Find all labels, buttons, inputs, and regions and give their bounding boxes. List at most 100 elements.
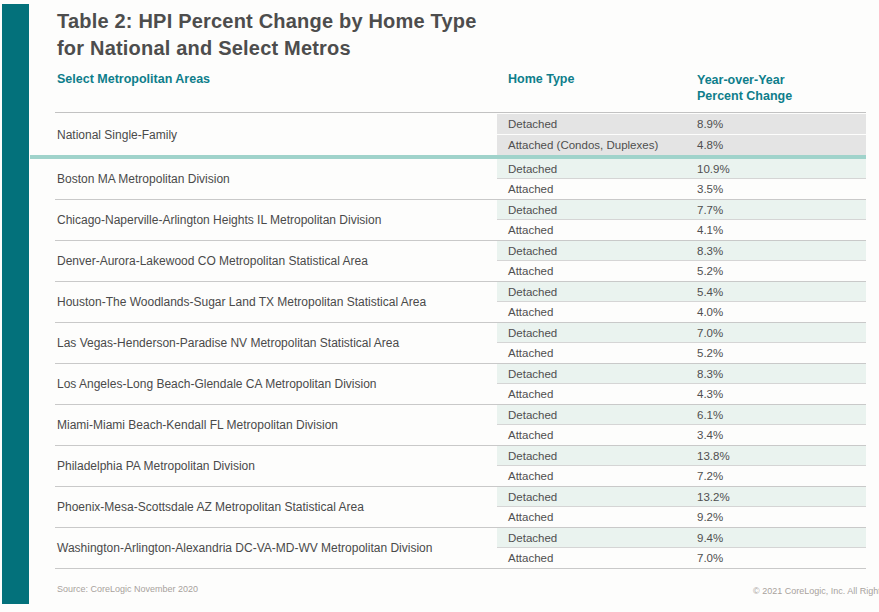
home-type-cell: Attached: [508, 306, 553, 318]
table-row: Washington-Arlington-Alexandria DC-VA-MD…: [55, 528, 866, 569]
metro-subrows: Detached 9.4% Attached 7.0%: [497, 528, 866, 568]
page-title-line1: Table 2: HPI Percent Change by Home Type: [57, 8, 477, 35]
attached-subrow: Attached 5.2%: [497, 261, 866, 281]
home-type-cell: Attached: [508, 429, 553, 441]
value-cell: 7.0%: [697, 552, 723, 564]
value-cell: 13.2%: [697, 491, 730, 503]
page-title: Table 2: HPI Percent Change by Home Type…: [57, 8, 477, 62]
home-type-cell: Detached: [508, 163, 557, 175]
column-header-metros: Select Metropolitan Areas: [57, 72, 210, 86]
header-divider: [55, 112, 866, 113]
attached-subrow: Attached 3.5%: [497, 179, 866, 199]
table-row: Miami-Miami Beach-Kendall FL Metropolita…: [55, 405, 866, 446]
attached-subrow: Attached 4.3%: [497, 384, 866, 404]
detached-subrow: Detached 7.7%: [497, 200, 866, 220]
table-row: Denver-Aurora-Lakewood CO Metropolitan S…: [55, 241, 866, 282]
value-cell: 4.3%: [697, 388, 723, 400]
table-row: Chicago-Naperville-Arlington Heights IL …: [55, 200, 866, 241]
home-type-cell: Detached: [508, 118, 557, 130]
value-cell: 9.2%: [697, 511, 723, 523]
metro-name: Denver-Aurora-Lakewood CO Metropolitan S…: [57, 241, 368, 281]
value-cell: 7.0%: [697, 327, 723, 339]
detached-subrow: Detached 8.3%: [497, 241, 866, 261]
home-type-cell: Detached: [508, 327, 557, 339]
home-type-cell: Detached: [508, 532, 557, 544]
metro-subrows: Detached 5.4% Attached 4.0%: [497, 282, 866, 322]
detached-subrow: Detached 5.4%: [497, 282, 866, 302]
national-label: National Single-Family: [57, 114, 177, 155]
attached-subrow: Attached 9.2%: [497, 507, 866, 527]
national-subrows: Detached 8.9% Attached (Condos, Duplexes…: [497, 114, 866, 156]
table-row: Los Angeles-Long Beach-Glendale CA Metro…: [55, 364, 866, 405]
value-cell: 7.7%: [697, 204, 723, 216]
value-cell: 4.8%: [697, 139, 723, 151]
home-type-cell: Attached: [508, 224, 553, 236]
home-type-cell: Attached: [508, 347, 553, 359]
value-cell: 7.2%: [697, 470, 723, 482]
value-cell: 3.4%: [697, 429, 723, 441]
copyright-note: © 2021 CoreLogic, Inc. All Rights Reserv…: [753, 586, 879, 596]
metro-subrows: Detached 8.3% Attached 5.2%: [497, 241, 866, 281]
metro-table-body: Boston MA Metropolitan Division Detached…: [55, 159, 866, 569]
value-cell: 5.4%: [697, 286, 723, 298]
detached-subrow: Detached 13.2%: [497, 487, 866, 507]
metro-subrows: Detached 7.0% Attached 5.2%: [497, 323, 866, 363]
attached-subrow: Attached 4.1%: [497, 220, 866, 240]
home-type-cell: Attached: [508, 183, 553, 195]
table-row: Attached (Condos, Duplexes) 4.8%: [497, 135, 866, 155]
value-cell: 8.9%: [697, 118, 723, 130]
metro-name: Las Vegas-Henderson-Paradise NV Metropol…: [57, 323, 399, 363]
attached-subrow: Attached 7.2%: [497, 466, 866, 486]
value-cell: 10.9%: [697, 163, 730, 175]
detached-subrow: Detached 6.1%: [497, 405, 866, 425]
attached-subrow: Attached 3.4%: [497, 425, 866, 445]
page-title-line2: for National and Select Metros: [57, 35, 477, 62]
source-note: Source: CoreLogic November 2020: [57, 584, 198, 594]
table-row: Las Vegas-Henderson-Paradise NV Metropol…: [55, 323, 866, 364]
home-type-cell: Detached: [508, 204, 557, 216]
attached-subrow: Attached 5.2%: [497, 343, 866, 363]
detached-subrow: Detached 10.9%: [497, 159, 866, 179]
detached-subrow: Detached 7.0%: [497, 323, 866, 343]
detached-subrow: Detached 9.4%: [497, 528, 866, 548]
column-header-yoy: Year-over-Year Percent Change: [697, 72, 812, 104]
metro-name: Boston MA Metropolitan Division: [57, 159, 230, 199]
home-type-cell: Detached: [508, 245, 557, 257]
value-cell: 8.3%: [697, 245, 723, 257]
detached-subrow: Detached 8.3%: [497, 364, 866, 384]
home-type-cell: Detached: [508, 450, 557, 462]
metro-subrows: Detached 7.7% Attached 4.1%: [497, 200, 866, 240]
value-cell: 4.0%: [697, 306, 723, 318]
home-type-cell: Attached: [508, 470, 553, 482]
home-type-cell: Attached (Condos, Duplexes): [508, 139, 658, 151]
value-cell: 5.2%: [697, 347, 723, 359]
metro-subrows: Detached 8.3% Attached 4.3%: [497, 364, 866, 404]
value-cell: 13.8%: [697, 450, 730, 462]
metro-name: Los Angeles-Long Beach-Glendale CA Metro…: [57, 364, 377, 404]
table-row: Phoenix-Mesa-Scottsdale AZ Metropolitan …: [55, 487, 866, 528]
value-cell: 3.5%: [697, 183, 723, 195]
metro-subrows: Detached 13.8% Attached 7.2%: [497, 446, 866, 486]
column-header-home-type: Home Type: [508, 72, 574, 86]
table-row: Boston MA Metropolitan Division Detached…: [55, 159, 866, 200]
metro-name: Philadelphia PA Metropolitan Division: [57, 446, 255, 486]
home-type-cell: Attached: [508, 265, 553, 277]
metro-name: Miami-Miami Beach-Kendall FL Metropolita…: [57, 405, 338, 445]
metro-name: Chicago-Naperville-Arlington Heights IL …: [57, 200, 381, 240]
value-cell: 4.1%: [697, 224, 723, 236]
value-cell: 6.1%: [697, 409, 723, 421]
home-type-cell: Attached: [508, 552, 553, 564]
accent-bar: [2, 4, 29, 604]
attached-subrow: Attached 7.0%: [497, 548, 866, 568]
detached-subrow: Detached 13.8%: [497, 446, 866, 466]
metro-subrows: Detached 10.9% Attached 3.5%: [497, 159, 866, 199]
metro-name: Phoenix-Mesa-Scottsdale AZ Metropolitan …: [57, 487, 364, 527]
metro-name: Washington-Arlington-Alexandria DC-VA-MD…: [57, 528, 432, 568]
home-type-cell: Attached: [508, 388, 553, 400]
home-type-cell: Detached: [508, 368, 557, 380]
metro-subrows: Detached 6.1% Attached 3.4%: [497, 405, 866, 445]
home-type-cell: Detached: [508, 286, 557, 298]
table-row: Houston-The Woodlands-Sugar Land TX Metr…: [55, 282, 866, 323]
value-cell: 5.2%: [697, 265, 723, 277]
table-row: Detached 8.9%: [497, 114, 866, 134]
